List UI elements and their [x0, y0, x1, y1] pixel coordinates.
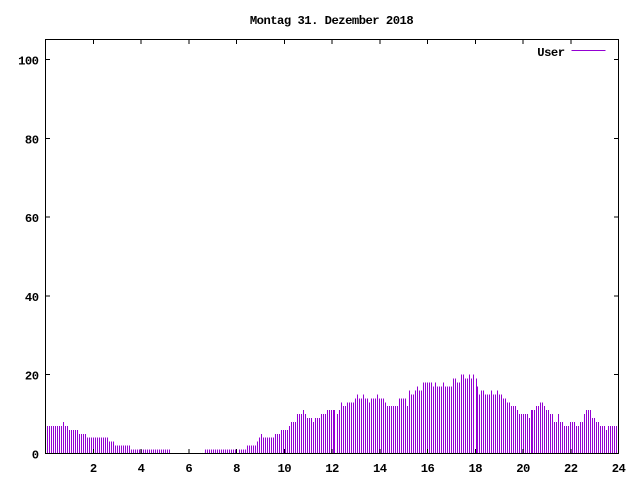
svg-text:2: 2	[90, 462, 97, 476]
svg-text:22: 22	[564, 462, 578, 476]
svg-text:Montag 31. Dezember 2018: Montag 31. Dezember 2018	[250, 14, 413, 28]
svg-text:20: 20	[25, 370, 39, 384]
svg-text:20: 20	[516, 462, 530, 476]
svg-text:8: 8	[233, 462, 240, 476]
svg-text:16: 16	[421, 462, 435, 476]
svg-text:18: 18	[468, 462, 482, 476]
svg-text:100: 100	[18, 55, 39, 69]
svg-text:40: 40	[25, 291, 39, 305]
svg-text:12: 12	[325, 462, 339, 476]
svg-text:10: 10	[277, 462, 291, 476]
svg-text:24: 24	[612, 462, 626, 476]
svg-text:0: 0	[32, 449, 39, 463]
svg-text:80: 80	[25, 133, 39, 147]
svg-text:14: 14	[373, 462, 387, 476]
svg-text:60: 60	[25, 212, 39, 226]
svg-text:4: 4	[138, 462, 145, 476]
svg-text:6: 6	[185, 462, 192, 476]
svg-text:User: User	[537, 46, 564, 60]
